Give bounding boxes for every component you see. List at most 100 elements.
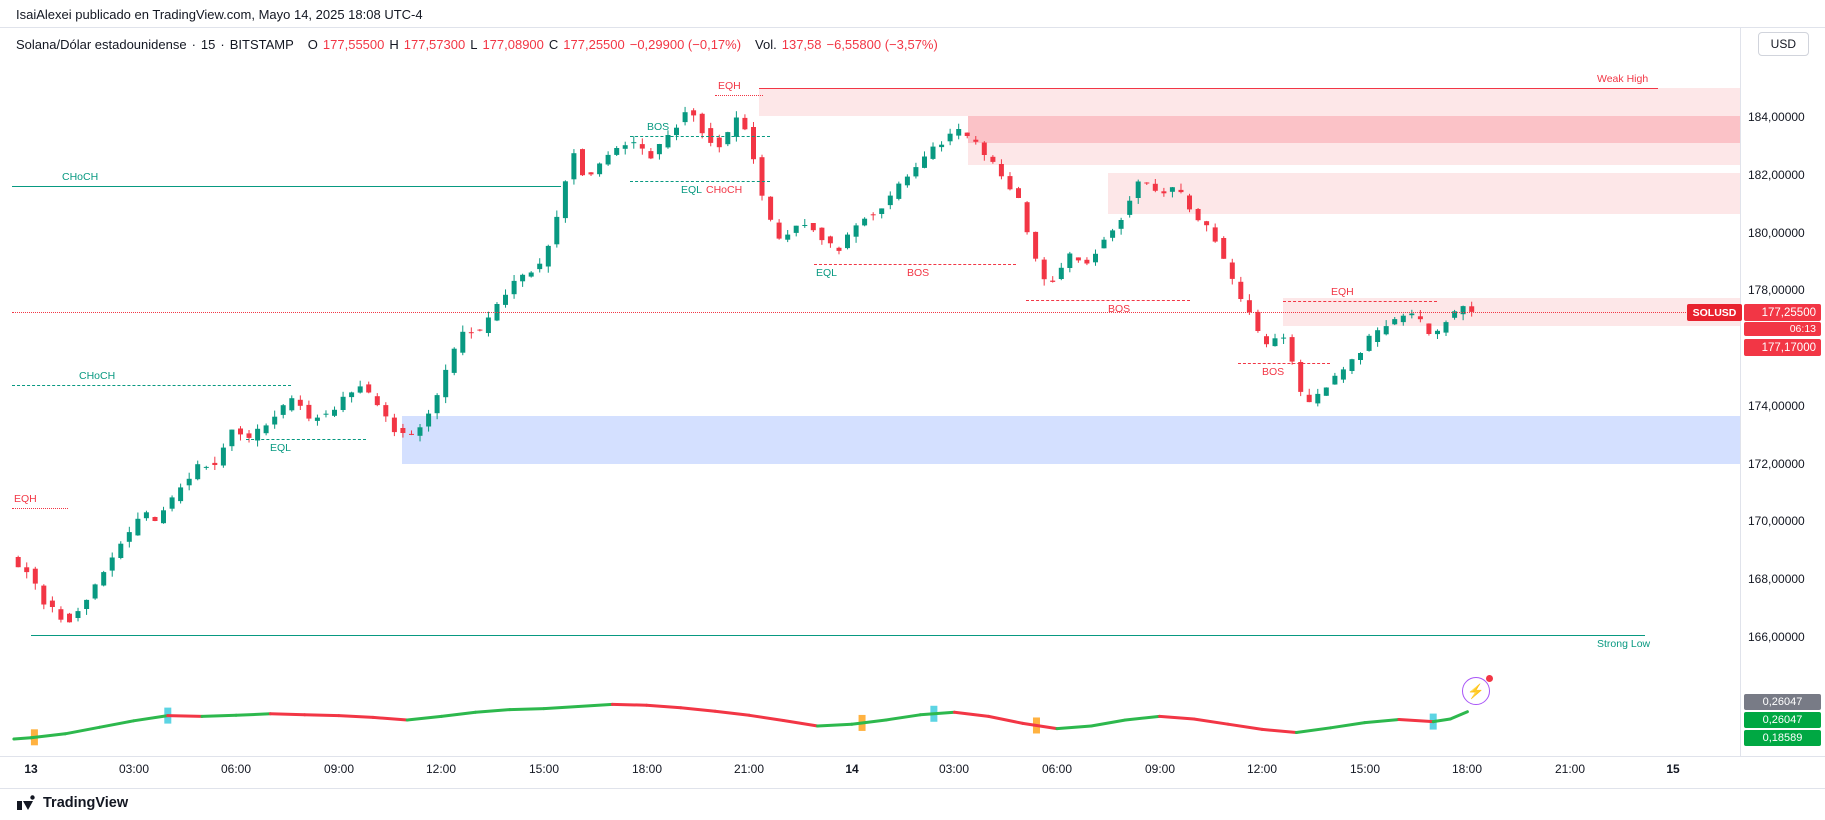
oscillator-ribbon-segment (132, 714, 170, 723)
candle-body (639, 144, 645, 149)
time-axis-label: 18:00 (631, 762, 663, 776)
candle-body (417, 427, 423, 436)
annotation-line-bos[interactable] (1238, 363, 1330, 364)
candle-body (947, 133, 953, 142)
annotation-line-eqh[interactable] (715, 95, 763, 96)
candle-body (674, 127, 679, 136)
supply-demand-zone[interactable] (1108, 173, 1740, 214)
annotation-label[interactable]: BOS (1262, 366, 1285, 378)
candle-body (255, 428, 261, 441)
time-axis-label: 18:00 (1451, 762, 1483, 776)
annotation-line-eql[interactable] (630, 181, 770, 182)
secondary-price-badge: 177,17000 (1744, 339, 1821, 356)
annotation-line-bos[interactable] (814, 264, 1016, 265)
candle-body (1161, 191, 1167, 194)
annotation-label[interactable]: CHoCH (706, 184, 743, 196)
candle-body (554, 216, 560, 245)
candle-body (1375, 330, 1381, 342)
currency-usd-button[interactable]: USD (1757, 32, 1809, 56)
symbol-badge: SOLUSD (1687, 304, 1742, 321)
candle-body (314, 417, 320, 421)
supply-demand-zone[interactable] (759, 88, 1740, 116)
annotation-line-strong-low[interactable] (31, 635, 1645, 636)
symbol-title[interactable]: Solana/Dólar estadounidense (16, 37, 187, 52)
annotation-label[interactable]: EQH (718, 80, 741, 92)
candle-body (374, 396, 380, 406)
supply-demand-zone[interactable] (968, 143, 1740, 165)
candle-body (280, 405, 286, 415)
oscillator-ribbon-segment (474, 708, 512, 714)
annotation-label[interactable]: EQL (270, 442, 292, 454)
annotation-line-choch[interactable] (12, 186, 561, 187)
supply-demand-zone[interactable] (402, 416, 1740, 464)
candle-body (1426, 323, 1432, 334)
candle-body (528, 272, 534, 277)
candle-body (1093, 253, 1098, 263)
oscillator-value-badge: 0,26047 (1744, 712, 1821, 728)
oscillator-ribbon-segment (303, 713, 341, 718)
time-axis-divider (0, 756, 1825, 757)
oscillator-ribbon-segment (12, 736, 33, 741)
candle-body (92, 584, 98, 599)
oscillator-ribbon-segment (1192, 717, 1230, 726)
oscillator-ribbon-segment (1329, 721, 1367, 730)
candle-body (15, 557, 21, 568)
annotation-line-choch[interactable] (12, 385, 291, 386)
candle-body (998, 164, 1004, 177)
annotation-label[interactable]: BOS (1108, 303, 1131, 315)
candle-body (836, 247, 842, 251)
supply-demand-zone[interactable] (968, 115, 1740, 143)
candle-body (1033, 231, 1039, 259)
oscillator-ribbon-segment (713, 709, 751, 717)
oscillator-ribbon-segment (1294, 726, 1333, 734)
oscillator-ribbon-segment (1123, 714, 1162, 722)
candle-body (1366, 335, 1372, 351)
annotation-label[interactable]: Strong Low (1597, 638, 1651, 650)
annotation-line-bos[interactable] (630, 136, 770, 137)
oscillator-value-badge: 0,26047 (1744, 694, 1821, 710)
annotation-label[interactable]: EQH (1331, 286, 1354, 298)
candle-body (357, 386, 363, 393)
candle-body (939, 144, 945, 148)
oscillator-ribbon-segment (337, 714, 375, 719)
candle-body (819, 227, 825, 241)
tradingview-logo[interactable]: TradingView (16, 793, 128, 813)
annotation-label[interactable]: BOS (647, 121, 670, 133)
candle-body (332, 409, 337, 416)
candle-body (272, 416, 278, 425)
candle-body (1460, 306, 1466, 315)
annotation-label[interactable]: EQL (681, 184, 703, 196)
annotation-label[interactable]: BOS (907, 267, 930, 279)
annotation-line-eqh[interactable] (12, 508, 68, 509)
annotation-label[interactable]: EQH (14, 493, 37, 505)
annotation-line-eql[interactable] (246, 439, 366, 440)
candle-body (1144, 182, 1150, 184)
annotation-label[interactable]: CHoCH (62, 171, 99, 183)
current-price-line (12, 312, 1740, 313)
candle-body (605, 154, 611, 165)
flash-icon[interactable]: ⚡ (1462, 677, 1490, 705)
low-label: L (470, 37, 478, 52)
oscillator-ribbon-segment (268, 712, 307, 717)
candle-body (742, 117, 748, 130)
annotation-label[interactable]: CHoCH (79, 370, 116, 382)
annotation-line-eqh[interactable] (1283, 301, 1437, 302)
candle-body (161, 510, 166, 524)
annotation-label[interactable]: EQL (816, 267, 838, 279)
time-axis-label: 12:00 (425, 762, 457, 776)
close-value: 177,25500 (563, 37, 625, 52)
candle-body (793, 225, 799, 233)
annotation-line-weak-high[interactable] (759, 88, 1658, 89)
time-axis-label: 13 (24, 762, 38, 776)
interval-label[interactable]: 15 (200, 37, 216, 52)
lightning-icon: ⚡ (1467, 682, 1485, 699)
candle-body (1152, 183, 1158, 191)
annotation-label[interactable]: Weak High (1597, 73, 1649, 85)
candle-body (922, 156, 927, 168)
last-price-badge: 177,25500 (1744, 304, 1821, 321)
candle-body (845, 234, 850, 249)
annotation-line-bos[interactable] (1026, 300, 1190, 301)
oscillator-ribbon-segment (1021, 721, 1059, 731)
volume-value: 137,58 (781, 37, 822, 52)
